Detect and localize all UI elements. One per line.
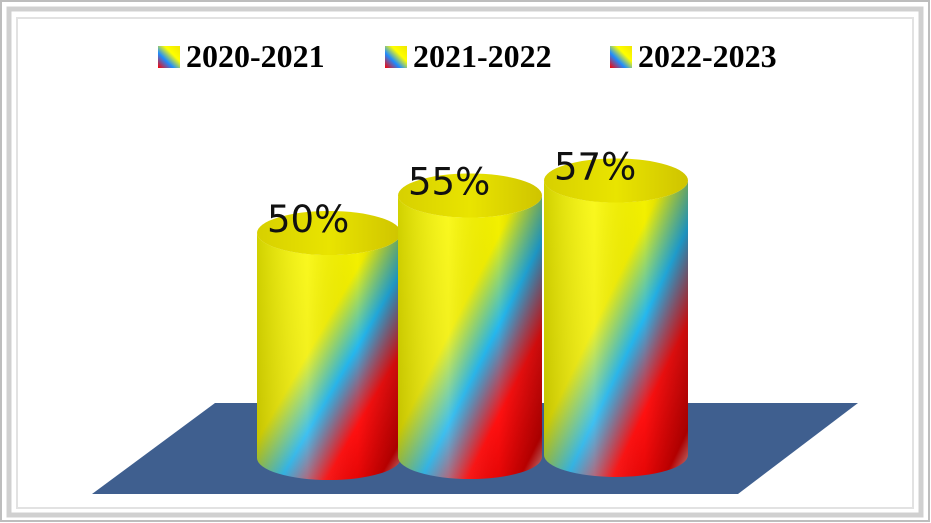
legend-entry: 2020-2021 xyxy=(158,38,325,74)
data-label: 55% xyxy=(408,161,490,204)
bar-shading xyxy=(257,233,401,480)
legend-swatch xyxy=(158,46,180,68)
bar-2022-2023 xyxy=(544,158,688,477)
bar-shading xyxy=(398,195,542,479)
bar-2020-2021 xyxy=(257,211,401,480)
legend-entry: 2022-2023 xyxy=(610,38,777,74)
data-label: 57% xyxy=(554,146,636,189)
bar-top xyxy=(544,158,688,203)
inner-border xyxy=(6,6,924,518)
bar-2021-2022 xyxy=(398,173,542,479)
legend-swatch xyxy=(610,46,632,68)
bar-top xyxy=(257,211,401,255)
legend-label: 2021-2022 xyxy=(413,38,552,74)
legend: 2020-2021 2021-2022 2022-2023 xyxy=(158,38,777,74)
legend-entry: 2021-2022 xyxy=(385,38,552,74)
legend-label: 2020-2021 xyxy=(186,38,325,74)
legend-swatch xyxy=(385,46,407,68)
bar-top xyxy=(398,173,542,218)
data-label: 50% xyxy=(267,198,349,241)
bars xyxy=(257,158,688,480)
value-labels: 50% 55% 57% xyxy=(267,146,636,242)
legend-label: 2022-2023 xyxy=(638,38,777,74)
bar-shading xyxy=(544,180,688,477)
plot-area-border xyxy=(16,17,914,509)
